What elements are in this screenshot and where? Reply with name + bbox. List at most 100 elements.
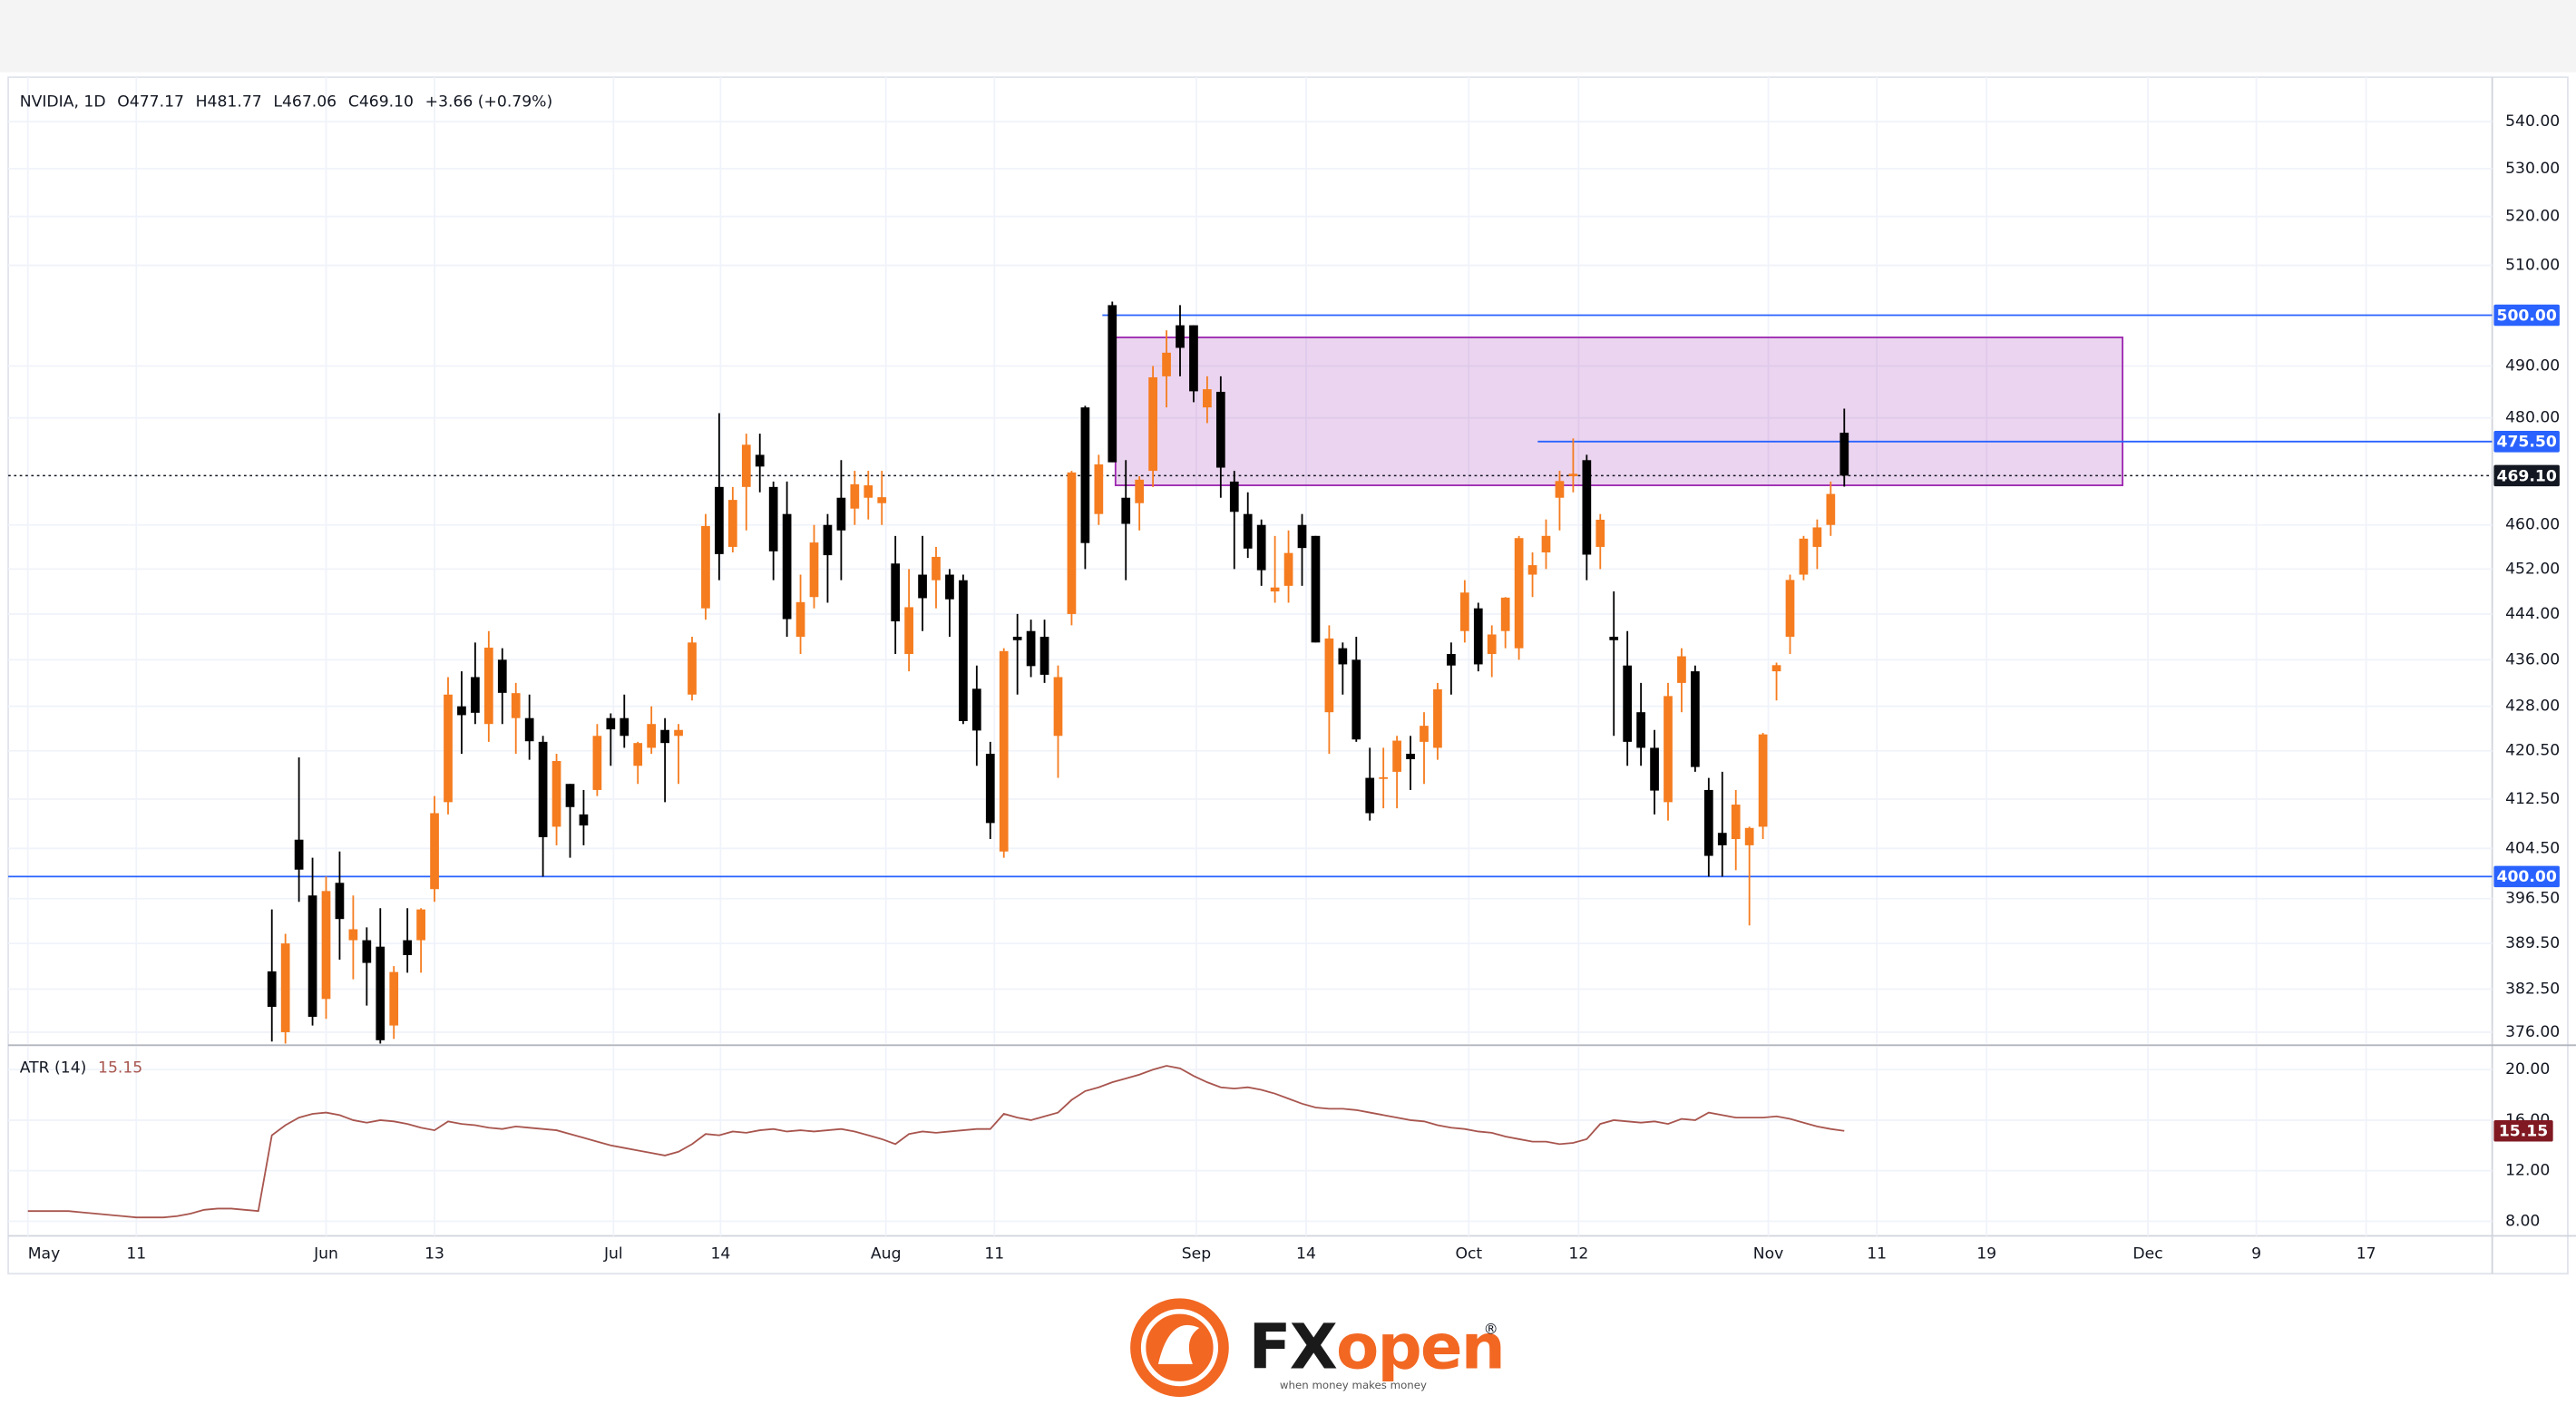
y-tick-label: 540.00: [2505, 112, 2560, 131]
candle-body: [1338, 648, 1348, 665]
top-band: [0, 0, 2576, 73]
candle-body: [715, 486, 724, 554]
x-tick-label: 11: [126, 1244, 146, 1263]
candle-body: [1121, 497, 1131, 524]
candle-body: [471, 677, 480, 713]
candle-body: [999, 650, 1009, 852]
candle-body: [1500, 597, 1510, 631]
y-tick-label: 510.00: [2505, 257, 2560, 275]
candle-body: [904, 607, 913, 654]
y-tick-label: 436.00: [2505, 650, 2560, 668]
candle-body: [1297, 524, 1307, 549]
ohlc-high: H481.77: [196, 93, 262, 111]
logo-fx: FX: [1249, 1311, 1337, 1383]
candle-body: [795, 601, 805, 638]
candle-body: [836, 497, 846, 531]
candle-body: [1215, 391, 1225, 468]
candle-body: [1731, 805, 1741, 840]
candle-body: [321, 891, 331, 1000]
price-label-bg: [2493, 431, 2560, 453]
candle-body: [307, 895, 317, 1018]
candle-body: [1392, 740, 1401, 772]
x-tick-label: 11: [984, 1244, 1004, 1263]
candle-body: [864, 485, 873, 498]
candle-body: [1189, 325, 1198, 392]
candle-body: [647, 724, 657, 748]
chart-panel: [7, 76, 2569, 1275]
y-tick-label: 520.00: [2505, 208, 2560, 226]
candle-body: [932, 556, 941, 581]
price-label-bg: [2493, 865, 2560, 888]
candle-body: [768, 486, 778, 551]
price-label-bg: [2493, 464, 2560, 487]
x-tick-label: Sep: [1182, 1244, 1211, 1263]
candle-body: [457, 706, 466, 716]
ohlc-low: L467.06: [273, 93, 337, 111]
candle-body: [1487, 634, 1497, 654]
ohlc-change: +3.66 (+0.79%): [425, 93, 553, 111]
candle-body: [1067, 472, 1077, 614]
logo: FXopen ® when money makes money: [1130, 1298, 1506, 1398]
x-tick-label: Dec: [2132, 1244, 2162, 1263]
candle-body: [1609, 637, 1619, 640]
candle-body: [959, 580, 968, 721]
candle-body: [1623, 665, 1633, 742]
logo-open: open: [1336, 1311, 1504, 1383]
candle-body: [1311, 535, 1321, 643]
x-tick-label: May: [28, 1244, 61, 1263]
candle-body: [389, 971, 399, 1026]
candle-body: [1135, 479, 1145, 503]
candle-body: [1379, 776, 1389, 779]
ohlc-close: C469.10: [348, 93, 414, 111]
candle-body: [1148, 376, 1157, 472]
indicator-label-bg: [2493, 1119, 2553, 1142]
candle-body: [1080, 407, 1090, 543]
candle-body: [1283, 552, 1293, 586]
candle-body: [362, 940, 372, 963]
candle-body: [727, 500, 737, 547]
y-tick-label: 20.00: [2505, 1060, 2550, 1078]
price-label: 400.00: [2497, 868, 2557, 886]
y-tick-label: 12.00: [2505, 1162, 2550, 1180]
candle-body: [1785, 580, 1795, 638]
candle-body: [1012, 637, 1022, 640]
candle-body: [403, 940, 413, 955]
ohlc-open: O477.17: [117, 93, 184, 111]
candle-body: [1650, 747, 1659, 791]
candle-body: [1433, 688, 1442, 748]
candle-body: [1677, 656, 1686, 683]
main-pane: [8, 77, 2493, 1044]
y-tick-label: 428.00: [2505, 698, 2560, 716]
candle-body: [701, 525, 710, 609]
price-label: 475.50: [2497, 434, 2557, 452]
x-tick-label: Jun: [313, 1244, 338, 1263]
x-tick-label: 11: [1867, 1244, 1887, 1263]
y-tick-label: 490.00: [2505, 357, 2560, 376]
candle-body: [620, 717, 629, 737]
candle-body: [1256, 524, 1266, 571]
candle-body: [1270, 587, 1280, 592]
candle-body: [1473, 608, 1483, 665]
x-tick-label: Jul: [603, 1244, 623, 1263]
y-tick-label: 420.50: [2505, 742, 2560, 760]
candle-body: [1053, 677, 1063, 737]
y-tick-label: 460.00: [2505, 516, 2560, 534]
candle-body: [1555, 481, 1565, 498]
candle-body: [945, 574, 954, 600]
logo-swirl: [1140, 1309, 1219, 1387]
price-label: 500.00: [2497, 307, 2557, 325]
candle-body: [1514, 538, 1524, 649]
symbol: NVIDIA, 1D: [20, 93, 106, 111]
candle-body: [1582, 460, 1592, 555]
candle-body: [1365, 777, 1375, 814]
candle-body: [538, 741, 548, 838]
candle-body: [1812, 527, 1822, 547]
candle-body: [1162, 352, 1171, 376]
candle-body: [1826, 493, 1836, 525]
x-tick-label: 13: [424, 1244, 444, 1263]
y-tick-label: 8.00: [2505, 1212, 2540, 1230]
candle-body: [592, 736, 602, 790]
candle-body: [1568, 473, 1578, 476]
indicator-name: ATR (14): [20, 1059, 87, 1078]
candle-body: [430, 813, 439, 890]
